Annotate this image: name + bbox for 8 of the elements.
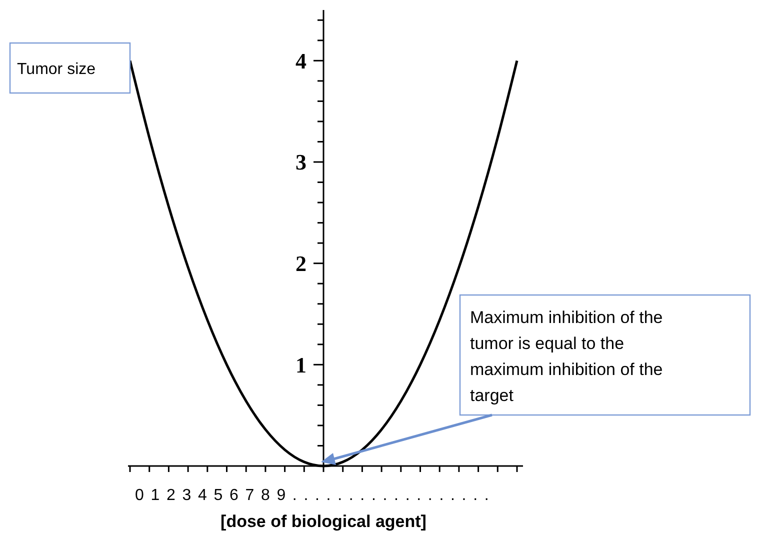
y-tick-label: 3 [296,150,306,175]
text: Tumor size [17,61,96,78]
text: 0 1 2 3 4 5 6 7 8 9 . . . . . . . . . . . . . . . . . . [135,487,490,504]
y-tick-label: 1 [296,352,306,378]
annotation: Maximum inhibition of the tumor is equal to the maximum inhibition of the target [470,308,663,405]
y-tick-label: 4 [296,48,306,74]
y-tick-label: 2 [296,251,306,276]
x-axis-title: [dose of biological agent] [220,512,426,531]
